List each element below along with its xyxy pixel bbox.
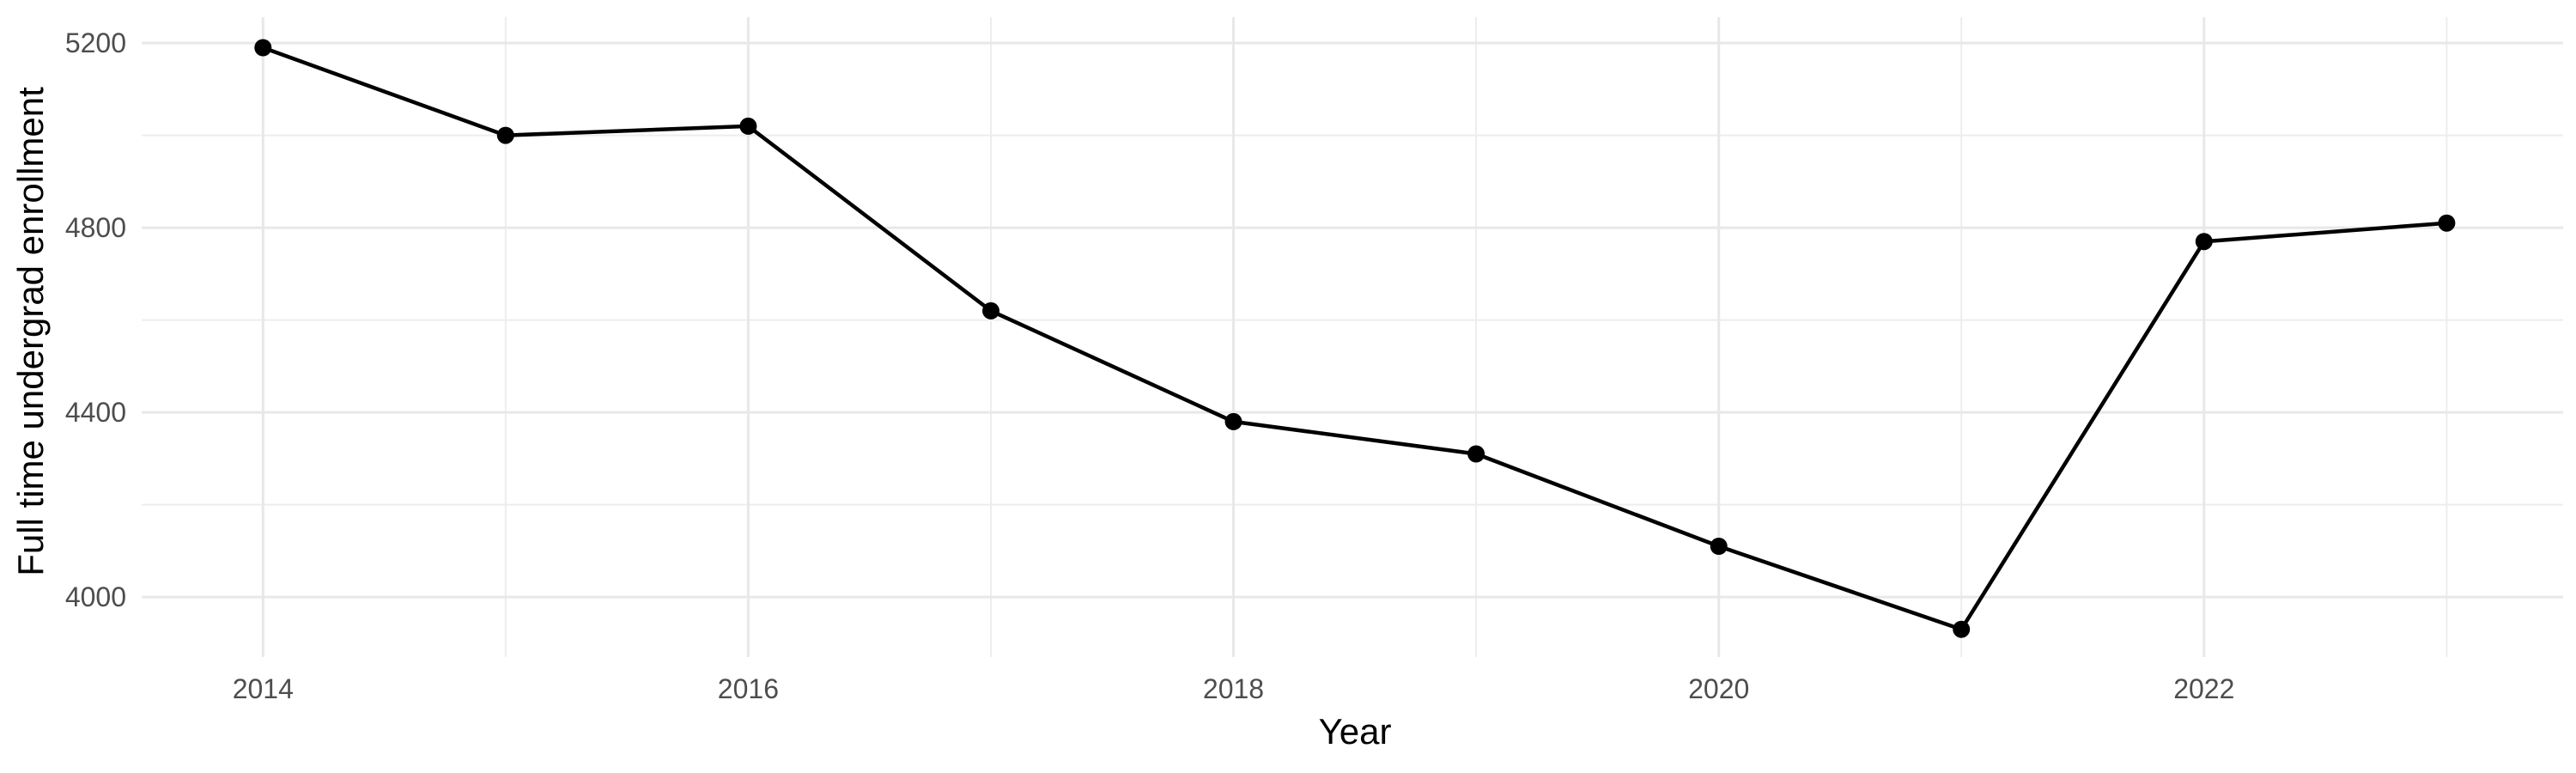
x-tick-label: 2014	[233, 673, 294, 704]
data-point	[1953, 620, 1971, 638]
data-point	[2195, 233, 2213, 251]
data-point	[254, 39, 272, 57]
y-tick-label: 4800	[65, 212, 126, 243]
gridlines-minor	[142, 17, 2563, 657]
x-tick-label: 2018	[1203, 673, 1264, 704]
data-point	[1710, 538, 1728, 555]
y-axis-title: Full time undergrad enrollment	[10, 87, 51, 576]
data-point	[2438, 214, 2456, 232]
y-tick-label: 4400	[65, 397, 126, 428]
series-line	[262, 46, 2447, 631]
data-point	[739, 117, 757, 135]
y-tick-labels: 4000 4400 4800 5200	[65, 27, 126, 612]
y-tick-label: 4000	[65, 581, 126, 612]
y-tick-label: 5200	[65, 27, 126, 58]
data-point	[1224, 412, 1242, 430]
x-tick-label: 2016	[718, 673, 779, 704]
data-points	[254, 39, 2456, 638]
data-point	[496, 126, 514, 144]
x-tick-label: 2020	[1688, 673, 1749, 704]
data-point	[1467, 445, 1485, 463]
x-axis-title: Year	[1318, 711, 1392, 752]
x-tick-label: 2022	[2173, 673, 2234, 704]
x-tick-labels: 2014 2016 2018 2020 2022	[233, 673, 2235, 704]
data-point	[982, 301, 999, 320]
gridlines-major	[142, 17, 2563, 657]
